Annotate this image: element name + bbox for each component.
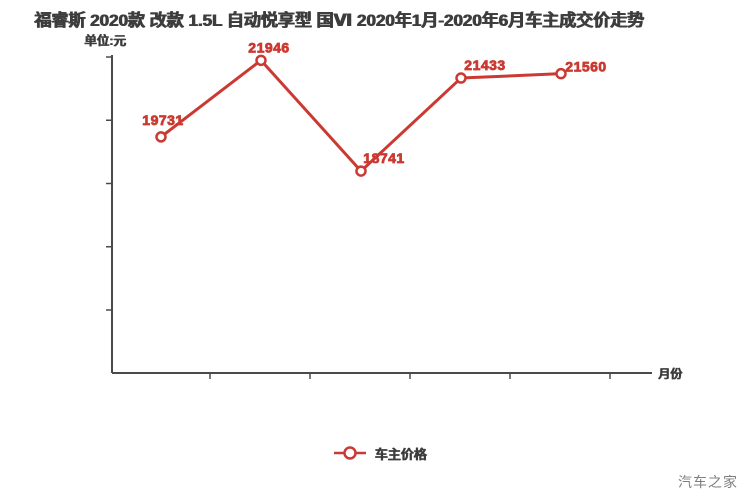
data-point-3[interactable] [355, 165, 367, 177]
legend[interactable]: 车主价格 [0, 441, 744, 465]
legend-marker-icon [334, 446, 367, 460]
chart-title: 福睿斯 2020款 改款 1.5L 自动悦享型 国Ⅵ 2020年1月-2020年… [34, 11, 644, 30]
line-chart: 19731 21946 18741 21433 21560 [106, 39, 652, 379]
data-point-label-4: 21433 [464, 57, 505, 73]
y-axis-unit-label: 单位:元 [84, 34, 126, 48]
watermark-autohome: 汽车之家 [678, 474, 738, 490]
data-point-4[interactable] [455, 72, 467, 84]
x-axis-name-label: 月份 [658, 367, 683, 381]
data-point-1[interactable] [155, 131, 167, 143]
data-point-2[interactable] [255, 54, 267, 67]
data-point-label-1: 19731 [142, 112, 183, 128]
data-point-label-5: 21560 [565, 59, 606, 75]
data-point-label-3: 18741 [363, 150, 404, 166]
data-point-label-2: 21946 [248, 39, 289, 55]
series-line [159, 58, 563, 173]
legend-label: 车主价格 [374, 446, 427, 462]
data-point-5[interactable] [555, 67, 567, 80]
